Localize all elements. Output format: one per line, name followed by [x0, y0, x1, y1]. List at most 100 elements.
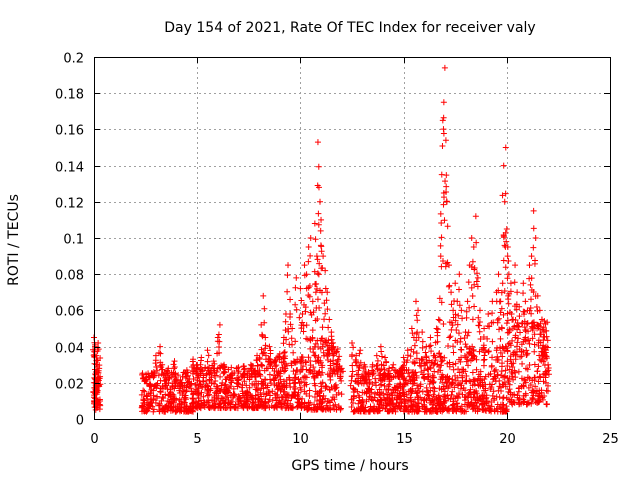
data-point: [529, 395, 536, 402]
data-point: [315, 271, 322, 278]
data-point: [403, 366, 410, 373]
data-point: [221, 399, 228, 406]
data-point: [309, 335, 316, 342]
data-point: [454, 374, 461, 381]
data-point: [495, 271, 502, 278]
data-point: [178, 379, 185, 386]
data-point: [507, 342, 514, 349]
data-point: [508, 396, 515, 403]
data-point: [481, 325, 488, 332]
data-point: [465, 362, 472, 369]
data-point: [381, 366, 388, 373]
data-point: [524, 350, 531, 357]
y-tick-label: 0.18: [55, 88, 84, 103]
data-point: [470, 352, 477, 359]
data-point: [537, 339, 544, 346]
data-point: [408, 398, 415, 405]
data-point: [293, 274, 300, 281]
data-point: [309, 298, 316, 305]
data-point: [318, 400, 325, 407]
data-point: [171, 378, 178, 385]
data-point: [300, 328, 307, 335]
data-point: [499, 192, 506, 199]
data-point: [190, 367, 197, 374]
data-point: [293, 306, 300, 313]
data-point: [443, 172, 450, 179]
data-point: [497, 384, 504, 391]
data-point: [298, 386, 305, 393]
data-point: [489, 310, 496, 317]
data-point: [216, 343, 223, 350]
data-point: [372, 375, 379, 382]
data-point: [468, 284, 475, 291]
data-point: [444, 392, 451, 399]
data-point: [219, 379, 226, 386]
data-point: [157, 350, 164, 357]
data-point: [314, 316, 321, 323]
data-point: [203, 370, 210, 377]
data-point: [471, 281, 478, 288]
data-point: [163, 382, 170, 389]
data-point: [544, 337, 551, 344]
data-point: [272, 358, 279, 365]
data-point: [461, 352, 468, 359]
data-point: [463, 314, 470, 321]
data-point: [480, 400, 487, 407]
data-point: [320, 349, 327, 356]
data-point: [477, 396, 484, 403]
data-point: [428, 348, 435, 355]
data-point: [402, 400, 409, 407]
data-point: [221, 361, 228, 368]
data-point: [421, 367, 428, 374]
data-point: [96, 396, 103, 403]
data-point: [446, 334, 453, 341]
data-point: [497, 335, 504, 342]
data-point: [157, 343, 164, 350]
data-point: [464, 403, 471, 410]
data-point: [502, 367, 509, 374]
data-point: [307, 362, 314, 369]
x-tick-label: 25: [602, 432, 619, 447]
y-tick-label: 0.08: [55, 269, 84, 284]
data-point: [221, 382, 228, 389]
data-point: [336, 353, 343, 360]
data-point: [488, 403, 495, 410]
data-point: [175, 383, 182, 390]
data-point: [397, 395, 404, 402]
data-point: [350, 395, 357, 402]
data-point: [285, 262, 292, 269]
data-point: [485, 402, 492, 409]
data-point: [526, 340, 533, 347]
data-point: [227, 404, 234, 411]
data-point: [484, 335, 491, 342]
data-point: [142, 408, 149, 415]
data-point: [535, 378, 542, 385]
data-point: [318, 248, 325, 255]
data-point: [295, 396, 302, 403]
data-point: [491, 397, 498, 404]
data-point: [414, 382, 421, 389]
data-point: [505, 258, 512, 265]
data-point: [543, 400, 550, 407]
data-point: [211, 372, 218, 379]
data-point: [205, 397, 212, 404]
data-point: [282, 318, 289, 325]
data-point: [468, 235, 475, 241]
data-point: [450, 398, 457, 405]
data-point: [242, 400, 249, 407]
data-point: [475, 314, 482, 321]
data-point: [331, 385, 338, 392]
data-point: [328, 333, 335, 340]
data-point: [382, 405, 389, 412]
data-point: [434, 369, 441, 376]
data-point: [190, 376, 197, 383]
data-point: [322, 310, 329, 317]
data-point: [415, 334, 422, 341]
data-point: [365, 373, 372, 380]
data-point: [315, 163, 322, 170]
data-point: [444, 373, 451, 380]
data-point: [437, 354, 444, 361]
data-point: [172, 376, 179, 383]
data-point: [309, 370, 316, 377]
data-point: [427, 387, 434, 394]
